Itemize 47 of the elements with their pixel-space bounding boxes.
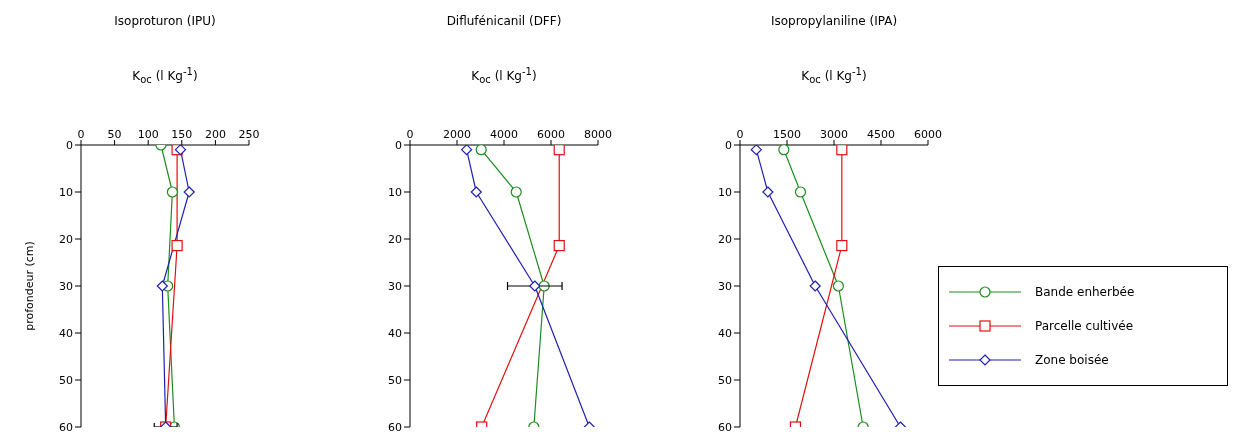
y-tick-label: 0 <box>395 138 402 152</box>
x-tick-label: 200 <box>204 128 226 141</box>
x-tick-label: 4500 <box>867 128 895 141</box>
x-axis-title: K$_{oc}$ (l Kg$^{-1}$) <box>470 66 538 86</box>
chart-title: Isoproturon (IPU) <box>113 14 217 28</box>
y-tick-label: 10 <box>59 185 73 199</box>
y-tick-label: 40 <box>388 326 402 340</box>
chart-title: Isopropylaniline (IPA) <box>769 14 899 28</box>
text: Zone boisée <box>1035 353 1109 367</box>
x-tick-label: 50 <box>107 128 122 141</box>
x-tick-label: 2000 <box>443 128 471 141</box>
y-tick-label: 10 <box>388 185 402 199</box>
x-tick-label: 1500 <box>773 128 801 141</box>
x-tick-label: 100 <box>137 128 159 141</box>
y-tick-label: 60 <box>718 420 732 434</box>
y-tick-label: 10 <box>718 185 732 199</box>
y-tick-label: 60 <box>59 420 73 434</box>
y-tick-label: 60 <box>388 420 402 434</box>
y-tick-label: 50 <box>718 373 732 387</box>
x-tick-label: 150 <box>171 128 193 141</box>
x-tick-label: 0 <box>406 128 414 141</box>
x-tick-label: 6000 <box>537 128 565 141</box>
x-tick-label: 0 <box>736 128 744 141</box>
text: Parcelle cultivée <box>1035 319 1134 333</box>
x-tick-label: 4000 <box>490 128 518 141</box>
y-tick-label: 50 <box>59 373 73 387</box>
x-tick-label: 3000 <box>820 128 848 141</box>
y-tick-label: 50 <box>388 373 402 387</box>
y-axis-title: profondeur (cm) <box>23 240 37 333</box>
x-tick-label: 6000 <box>914 128 942 141</box>
y-tick-label: 20 <box>718 232 732 246</box>
y-tick-label: 40 <box>59 326 73 340</box>
y-tick-label: 0 <box>725 138 732 152</box>
y-tick-label: 30 <box>59 279 73 293</box>
chart-title: Diflufénicanil (DFF) <box>445 14 563 28</box>
x-tick-label: 250 <box>238 128 260 141</box>
y-tick-label: 40 <box>718 326 732 340</box>
y-tick-label: 20 <box>59 232 73 246</box>
y-tick-label: 0 <box>66 138 73 152</box>
y-tick-label: 20 <box>388 232 402 246</box>
y-tick-label: 30 <box>388 279 402 293</box>
y-tick-label: 30 <box>718 279 732 293</box>
x-tick-label: 8000 <box>584 128 612 141</box>
text: Bande enherbée <box>1035 285 1135 299</box>
x-axis-title: K$_{oc}$ (l Kg$^{-1}$) <box>800 66 868 86</box>
x-tick-label: 0 <box>77 128 85 141</box>
x-axis-title: K$_{oc}$ (l Kg$^{-1}$) <box>131 66 199 86</box>
